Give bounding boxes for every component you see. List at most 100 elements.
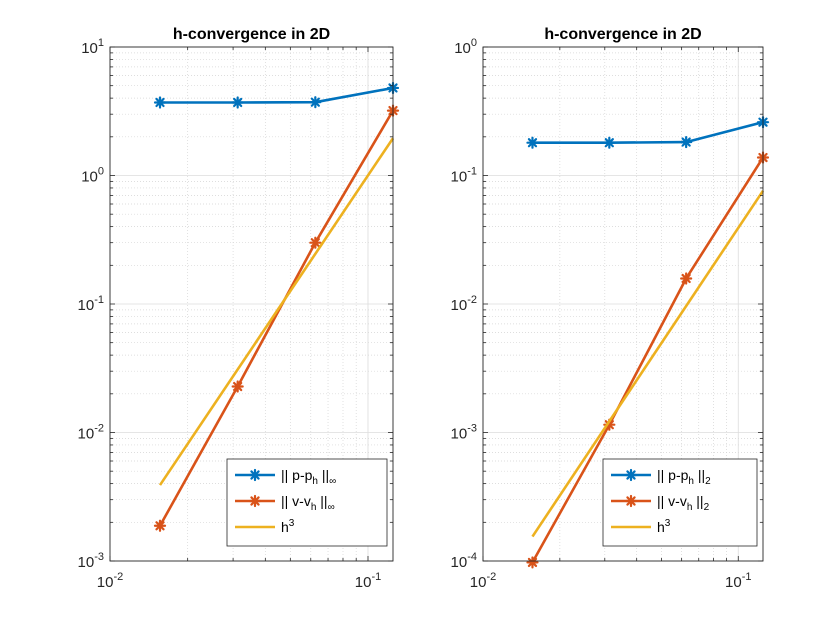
legend-label: || v-vh ||2: [657, 493, 710, 513]
ticks: [482, 46, 763, 562]
series-line-2: [531, 156, 765, 564]
data-point-2-3-stroke: [310, 238, 320, 248]
legend-swatch-marker: [624, 494, 638, 508]
series-line-1: [532, 120, 764, 144]
y-tick-label: 100: [81, 166, 104, 186]
chart-title: h-convergence in 2D: [173, 26, 330, 43]
y-tick-label-base: 10: [81, 40, 98, 57]
legend-label-sub: h: [688, 476, 694, 487]
legend-label-tail: ||: [316, 493, 327, 509]
legend-entry-1: || p-ph ||2: [611, 467, 711, 487]
series-line-3: [531, 190, 765, 538]
legend-entry-2: || v-vh ||∞: [235, 493, 335, 513]
data-point-1-1: [526, 136, 539, 149]
y-tick-label: 10-4: [451, 551, 477, 571]
y-tick-label-base: 10: [451, 169, 468, 186]
data-point-1-3: [309, 96, 322, 109]
legend-label-tail-sub: 2: [704, 502, 710, 513]
data-point-1-2-stroke: [604, 138, 614, 148]
chart-title: h-convergence in 2D: [544, 26, 701, 43]
x-tick-label-base: 10: [470, 574, 487, 591]
y-tick-label-base: 10: [451, 297, 468, 314]
x-tick-label: 10-1: [355, 571, 381, 591]
data-point-1-1-stroke: [155, 97, 165, 108]
legend-label-sup: 3: [665, 518, 671, 529]
y-tick-label-base: 10: [451, 554, 468, 571]
series-line-2: [158, 109, 395, 527]
ticks: [109, 46, 393, 562]
data-point-1-2-stroke: [233, 97, 243, 108]
legend-entry-3: h3: [611, 518, 671, 535]
legend: || p-ph ||∞|| v-vh ||∞h3: [226, 458, 388, 547]
data-point-2-3: [680, 272, 693, 285]
legend-swatch-marker-stroke: [250, 470, 260, 480]
x-tick-label-exp: -1: [371, 571, 381, 583]
y-tick-label-exp: -3: [467, 423, 477, 435]
y-tick-label: 10-3: [78, 551, 104, 571]
y-tick-label-exp: -4: [467, 551, 477, 563]
x-tick-label: 10-2: [470, 571, 496, 591]
legend-label: h3: [281, 518, 295, 535]
y-tick-label-base: 10: [81, 169, 98, 186]
y-tick-label-exp: -3: [94, 551, 104, 563]
legend-label-main: || p-p: [657, 467, 689, 483]
legend-label-main: || v-v: [657, 493, 687, 509]
data-point-1-3-stroke: [681, 137, 691, 147]
y-tick-label-base: 10: [78, 297, 95, 314]
data-point-2-1: [153, 519, 167, 532]
x-tick-label-base: 10: [97, 574, 114, 591]
y-tick-label-exp: -1: [94, 294, 104, 306]
legend-entry-2: || v-vh ||2: [611, 493, 710, 513]
y-tick-label-exp: -2: [467, 294, 477, 306]
data-point-2-1: [526, 556, 539, 569]
legend-swatch-marker: [248, 468, 262, 482]
legend-label: || p-ph ||∞: [281, 467, 336, 487]
series-group: [153, 81, 400, 532]
data-point-1-2: [231, 96, 244, 109]
y-tick-label-base: 10: [454, 40, 471, 57]
y-tick-label-exp: -2: [94, 423, 104, 435]
data-point-1-1-stroke: [527, 138, 538, 148]
y-tick-label: 101: [81, 37, 104, 57]
data-point-1-2: [603, 136, 616, 149]
y-tick-label-exp: 0: [98, 166, 104, 178]
legend-label-sub: h: [312, 476, 318, 487]
data-point-2-2-stroke: [233, 381, 243, 392]
x-tick-label-exp: -2: [113, 571, 123, 583]
y-tick-label-base: 10: [78, 554, 95, 571]
legend-label-tail-sub: ∞: [329, 476, 336, 487]
legend-label-main: || v-v: [281, 493, 311, 509]
y-tick-label: 100: [454, 37, 477, 57]
x-tick-label-exp: -1: [742, 571, 752, 583]
legend: || p-ph ||2|| v-vh ||2h3: [602, 458, 758, 547]
y-tick-label: 10-1: [451, 166, 477, 186]
y-tick-label-exp: 0: [471, 37, 477, 49]
y-tick-label: 10-2: [451, 294, 477, 314]
legend-swatch-marker-stroke: [250, 496, 260, 506]
x-tick-label-exp: -2: [486, 571, 496, 583]
legend-label: || v-vh ||∞: [281, 493, 335, 513]
legend-label: h3: [657, 518, 671, 535]
x-tick-label-base: 10: [355, 574, 372, 591]
y-tick-label-base: 10: [451, 426, 468, 443]
y-tick-label: 10-1: [78, 294, 104, 314]
y-tick-label-base: 10: [78, 426, 95, 443]
data-point-2-2: [231, 380, 244, 393]
series-line-1: [160, 86, 394, 104]
x-tick-label: 10-1: [725, 571, 751, 591]
legend-swatch-marker: [624, 468, 638, 482]
y-tick-label: 10-3: [451, 423, 477, 443]
legend-entry-1: || p-ph ||∞: [235, 467, 336, 487]
legend-label-tail: ||: [692, 493, 703, 509]
y-tick-label-exp: 1: [98, 37, 104, 49]
legend-entry-3: h3: [235, 518, 295, 535]
legend-label-sup: 3: [289, 518, 295, 529]
legend-swatch-marker: [248, 494, 262, 508]
legend-label-tail-sub: ∞: [328, 502, 335, 513]
legend-label-main: h: [657, 519, 665, 535]
data-point-2-1-stroke: [155, 521, 165, 531]
legend-label: || p-ph ||2: [657, 467, 711, 487]
